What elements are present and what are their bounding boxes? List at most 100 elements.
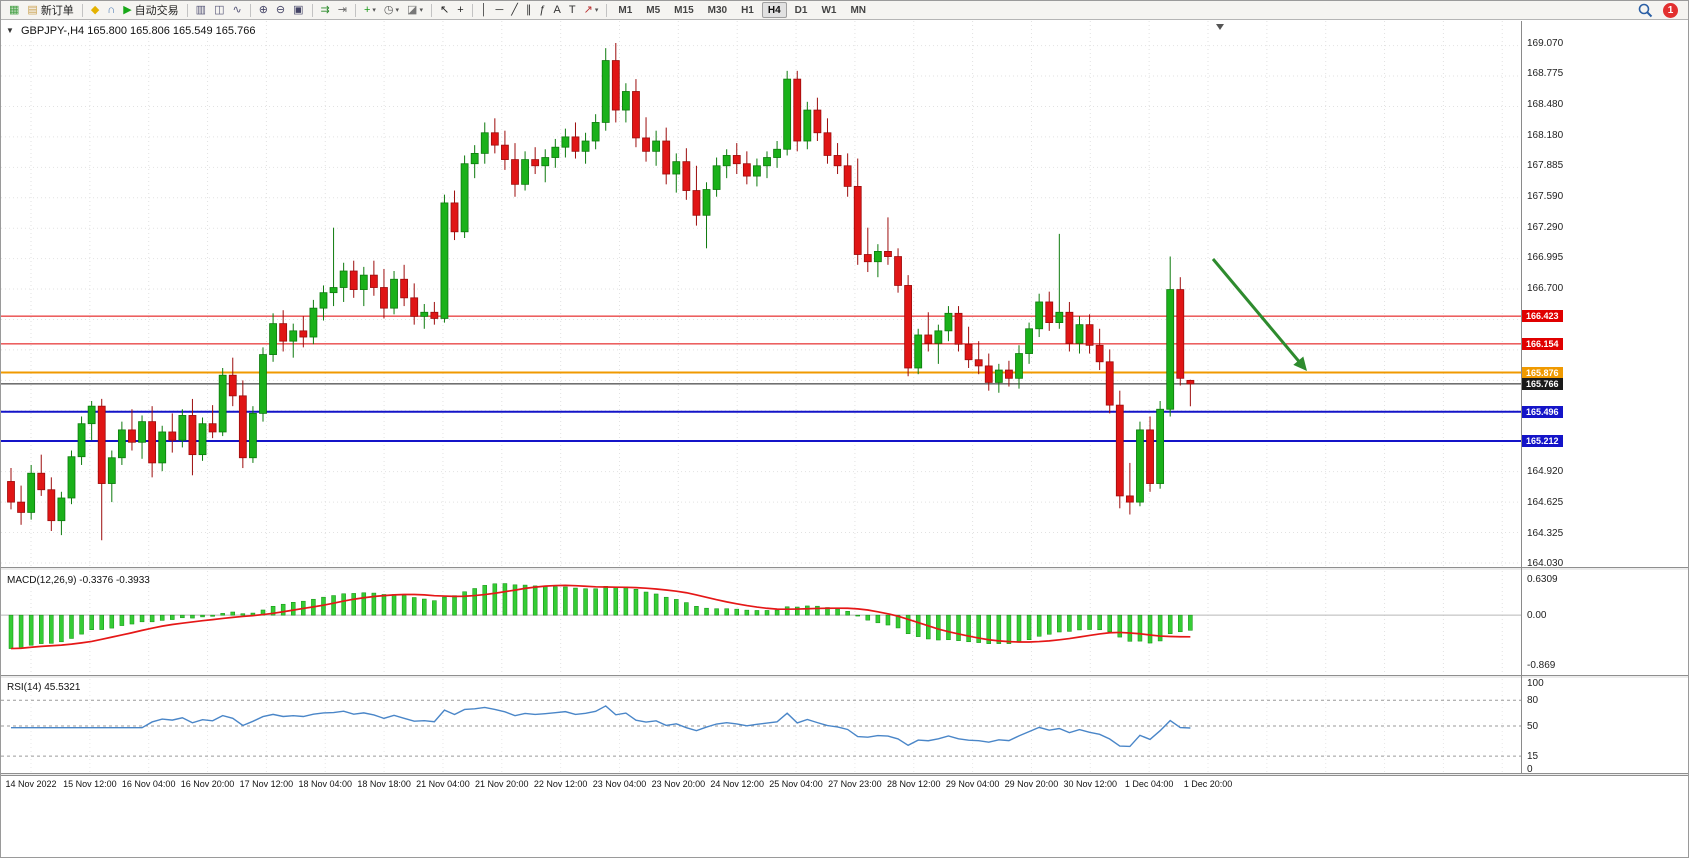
price-badge: 166.154 bbox=[1522, 337, 1563, 350]
macd-signal-line bbox=[10, 584, 1191, 650]
toolbar-right: 1 bbox=[1638, 3, 1678, 18]
timeframe-H4[interactable]: H4 bbox=[761, 2, 787, 18]
time-axis-label: 1 Dec 04:00 bbox=[1124, 779, 1174, 789]
symbol-ohlc-label: GBPJPY-,H4 165.800 165.806 165.549 165.7… bbox=[21, 25, 256, 37]
toolbar-separator bbox=[311, 3, 313, 17]
autoscroll-icon: ⇉ bbox=[320, 3, 330, 16]
price-badge: 166.423 bbox=[1522, 310, 1563, 323]
text-icon: A bbox=[553, 3, 561, 16]
price-axis-label: 164.030 bbox=[1527, 557, 1564, 569]
time-axis-label: 25 Nov 04:00 bbox=[769, 779, 823, 789]
crosshair-button[interactable]: + bbox=[453, 2, 467, 19]
timeframe-MN[interactable]: MN bbox=[844, 2, 872, 18]
candlestick-chart-button[interactable]: ◫ bbox=[210, 2, 228, 19]
autoscroll-button[interactable]: ⇉ bbox=[317, 2, 334, 19]
timeframe-M5[interactable]: M5 bbox=[640, 2, 666, 18]
time-axis-label: 16 Nov 20:00 bbox=[180, 779, 235, 789]
timeframe-M30[interactable]: M30 bbox=[702, 2, 733, 18]
price-axis-label: 168.180 bbox=[1527, 129, 1564, 141]
bar-chart-button[interactable]: ▥ bbox=[192, 2, 210, 19]
trend-arrow-annotation[interactable] bbox=[1211, 258, 1307, 371]
new-order-button[interactable]: ▤ 新订单 bbox=[23, 2, 77, 19]
price-axis-label: 168.480 bbox=[1527, 98, 1564, 110]
trendline-button[interactable]: ╱ bbox=[507, 2, 522, 19]
time-axis-label: 22 Nov 12:00 bbox=[533, 779, 588, 789]
chart-window-button[interactable]: ▦ bbox=[5, 2, 23, 19]
market-button[interactable]: ∩ bbox=[103, 2, 119, 19]
line-chart-button[interactable]: ∿ bbox=[228, 2, 245, 19]
mql-editor-button[interactable]: ◆ bbox=[87, 2, 103, 19]
vertical-line-button[interactable]: │ bbox=[477, 2, 492, 19]
toolbar-separator bbox=[249, 3, 251, 17]
label-button[interactable]: T bbox=[565, 2, 580, 19]
price-axis bbox=[1521, 21, 1688, 773]
panel-separator[interactable] bbox=[1, 567, 1688, 570]
cursor-button[interactable]: ↖ bbox=[436, 2, 453, 19]
timeframe-M15[interactable]: M15 bbox=[668, 2, 699, 18]
grid-layer bbox=[1, 679, 1521, 773]
macd-axis-label: -0.869 bbox=[1527, 659, 1556, 671]
mql-editor-icon: ◆ bbox=[90, 3, 100, 16]
panel-separator bbox=[1, 773, 1688, 776]
time-axis-label: 18 Nov 18:00 bbox=[357, 779, 411, 789]
time-axis-label: 30 Nov 12:00 bbox=[1063, 779, 1118, 789]
fibonacci-icon: ƒ bbox=[539, 3, 546, 16]
autotrading-button[interactable]: ▶ 自动交易 bbox=[119, 2, 182, 19]
main-chart-panel[interactable] bbox=[1, 21, 1521, 567]
dropdown-caret-icon: ▾ bbox=[395, 7, 400, 14]
zoom-out-button[interactable]: ⊖ bbox=[272, 2, 289, 19]
zoom-in-button[interactable]: ⊕ bbox=[255, 2, 272, 19]
dropdown-caret-icon: ▾ bbox=[372, 7, 376, 14]
price-axis-label: 169.070 bbox=[1527, 38, 1564, 49]
time-axis-label: 24 Nov 12:00 bbox=[710, 779, 764, 789]
timeframe-M1[interactable]: M1 bbox=[612, 2, 638, 18]
level-lines-layer[interactable] bbox=[1, 315, 1521, 443]
text-button[interactable]: A bbox=[550, 2, 565, 19]
time-axis-label: 23 Nov 20:00 bbox=[651, 779, 706, 789]
timeframe-D1[interactable]: D1 bbox=[789, 2, 814, 18]
price-badge: 165.876 bbox=[1522, 366, 1563, 379]
macd-panel[interactable] bbox=[1, 571, 1521, 675]
price-axis-label: 167.590 bbox=[1527, 190, 1564, 202]
price-badge: 165.496 bbox=[1522, 405, 1563, 418]
rsi-line bbox=[11, 705, 1191, 748]
time-axis-label: 21 Nov 04:00 bbox=[416, 779, 470, 789]
autotrading-icon: ▶ bbox=[123, 3, 132, 16]
price-axis-label: 166.995 bbox=[1527, 252, 1564, 264]
time-axis-label: 1 Dec 20:00 bbox=[1183, 779, 1233, 789]
search-icon[interactable] bbox=[1638, 3, 1653, 18]
tile-windows-button[interactable]: ▣ bbox=[289, 2, 307, 19]
vertical-line-icon: │ bbox=[480, 3, 488, 16]
notification-badge[interactable]: 1 bbox=[1663, 3, 1678, 18]
price-axis-label: 167.885 bbox=[1527, 160, 1564, 172]
price-badge: 165.766 bbox=[1522, 377, 1563, 390]
crosshair-icon: + bbox=[457, 3, 464, 16]
time-axis-label: 27 Nov 23:00 bbox=[828, 779, 882, 789]
channel-button[interactable]: ∥ bbox=[522, 2, 536, 19]
chart-shift-button[interactable]: ⇥ bbox=[334, 2, 351, 19]
time-axis[interactable]: 14 Nov 2022 15 Nov 12:00 16 Nov 04:00 16 No… bbox=[1, 776, 1521, 796]
rsi-axis-label: 80 bbox=[1527, 695, 1539, 707]
fibonacci-button[interactable]: ƒ bbox=[535, 2, 549, 19]
zoom-out-icon: ⊖ bbox=[275, 3, 286, 16]
rsi-axis-label: 50 bbox=[1527, 721, 1539, 732]
templates-button[interactable]: ◪ ▾ bbox=[403, 2, 427, 19]
rsi-panel[interactable] bbox=[1, 679, 1521, 773]
horizontal-line-button[interactable]: ─ bbox=[492, 2, 508, 19]
grid-layer bbox=[1, 571, 1521, 675]
indicators-button[interactable]: + ▾ bbox=[360, 2, 380, 19]
periods-button[interactable]: ◷ ▾ bbox=[380, 2, 403, 19]
chart-shift-marker[interactable] bbox=[1216, 24, 1224, 30]
timeframe-H1[interactable]: H1 bbox=[735, 2, 760, 18]
panel-separator[interactable] bbox=[1, 675, 1688, 678]
rsi-axis-label: 0 bbox=[1527, 764, 1533, 775]
macd-histogram bbox=[8, 583, 1193, 649]
label-icon: T bbox=[568, 3, 576, 16]
oneclick-trading-toggle[interactable]: ▼ bbox=[6, 26, 14, 35]
arrows-button[interactable]: ↗ ▾ bbox=[580, 2, 603, 19]
toolbar-separator bbox=[81, 3, 83, 17]
timeframe-W1[interactable]: W1 bbox=[815, 2, 842, 18]
cursor-icon: ↖ bbox=[439, 3, 450, 16]
zoom-in-icon: ⊕ bbox=[258, 3, 268, 16]
